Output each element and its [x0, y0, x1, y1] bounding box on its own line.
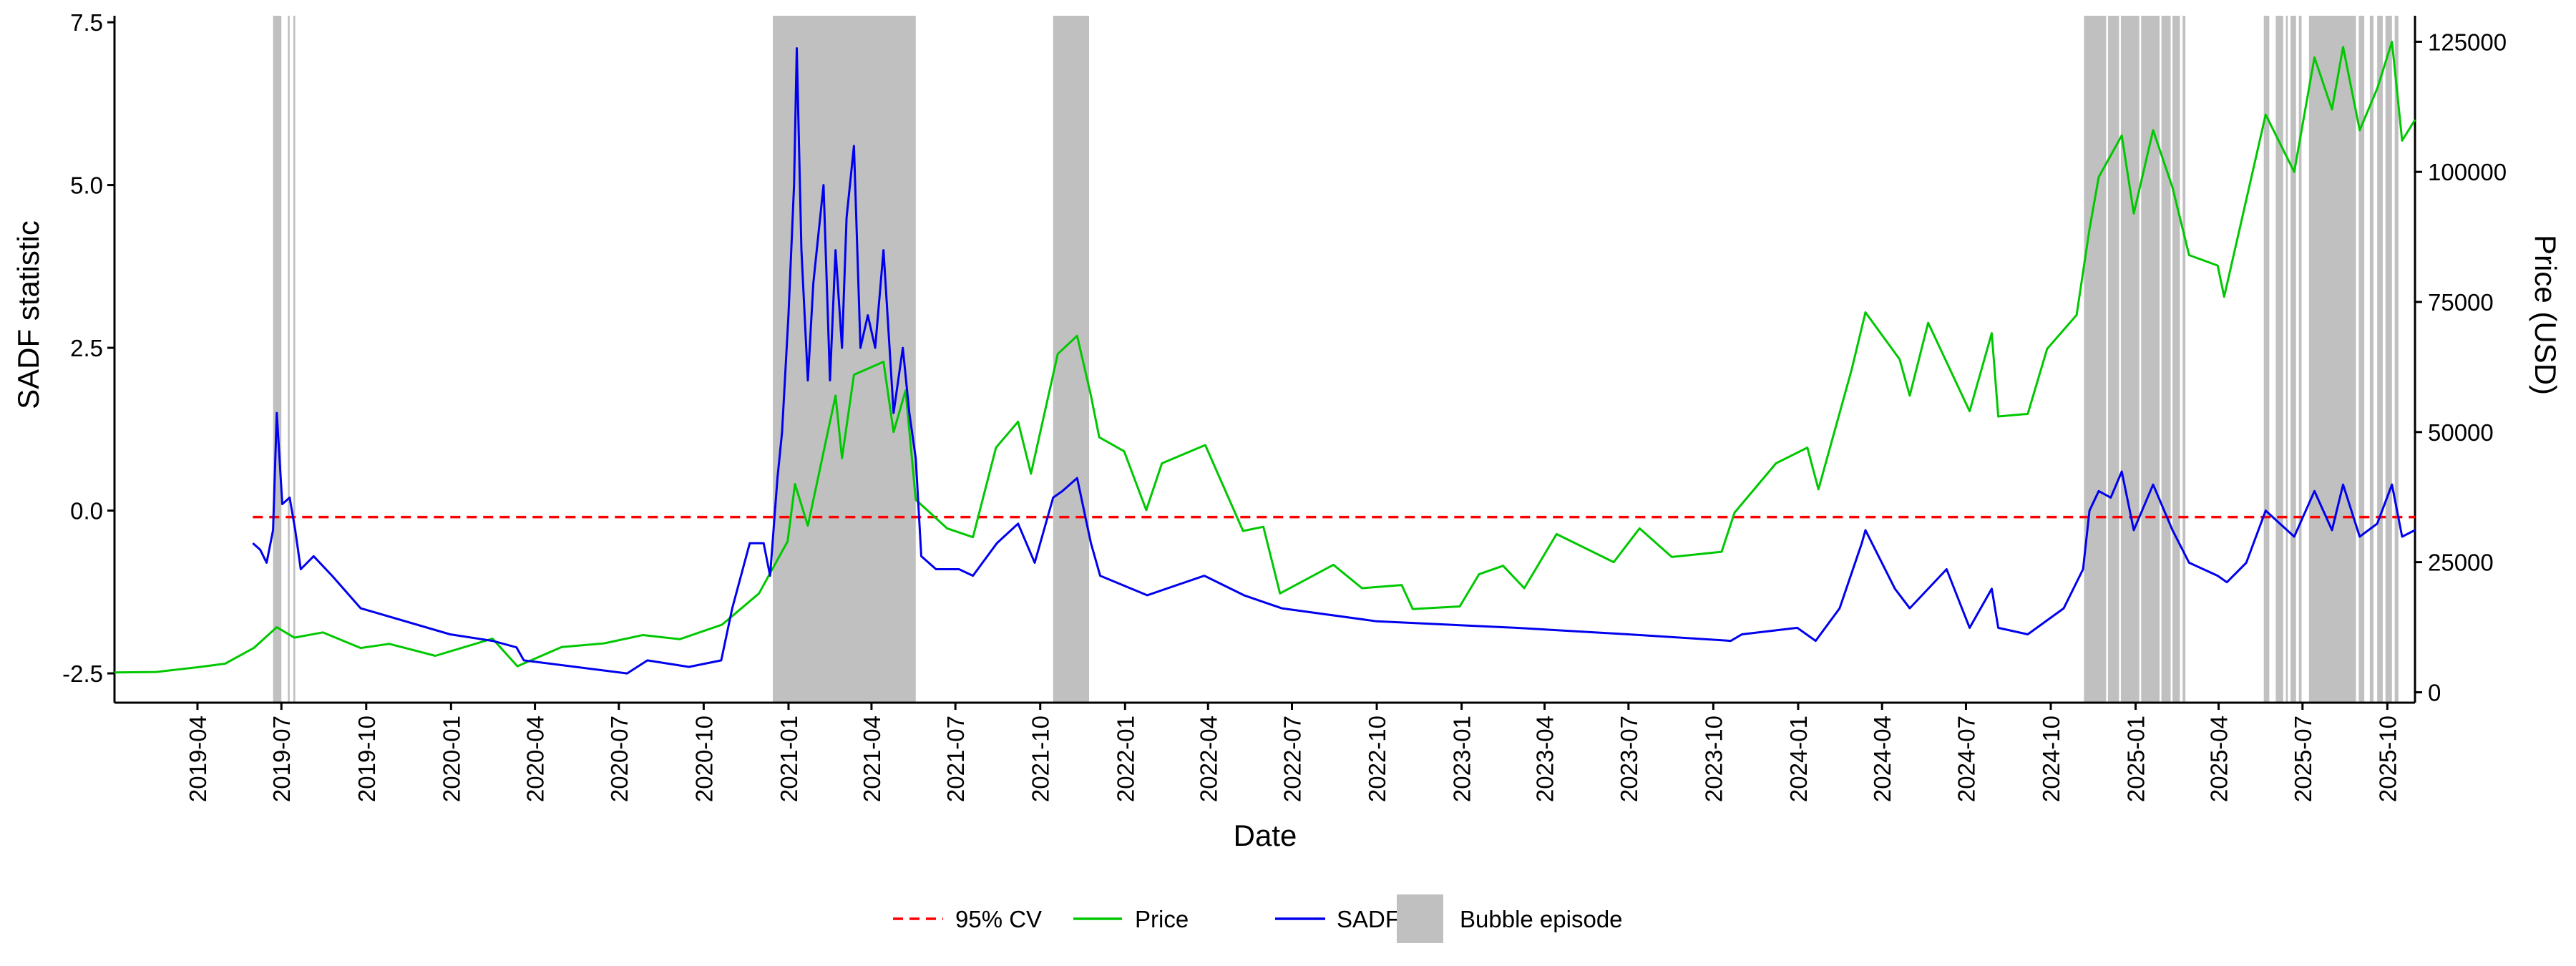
legend-bubble-key — [1397, 894, 1443, 943]
x-tick-label: 2024-04 — [1869, 716, 1896, 802]
x-tick-label: 2021-07 — [942, 716, 969, 802]
legend-label: SADF — [1337, 906, 1400, 932]
bubble-episode-band — [2308, 16, 2356, 703]
bubble-episode-band — [2107, 16, 2119, 703]
x-tick-label: 2022-01 — [1112, 716, 1138, 802]
y-left-tick-label: -2.5 — [62, 660, 103, 687]
bubble-episode-band — [2084, 16, 2107, 703]
x-tick-label: 2022-10 — [1364, 716, 1390, 802]
x-tick-label: 2021-10 — [1028, 716, 1054, 802]
legend-label: Price — [1135, 906, 1189, 932]
bubble-episode-band — [2182, 16, 2186, 703]
bubble-episode-band — [2141, 16, 2160, 703]
y-right-tick-label: 25000 — [2428, 550, 2494, 576]
x-tick-label: 2019-07 — [268, 716, 295, 802]
x-tick-label: 2019-10 — [353, 716, 380, 802]
y-right-tick-label: 125000 — [2428, 29, 2507, 55]
bubble-episode-band — [2358, 16, 2365, 703]
x-axis-label: Date — [1234, 819, 1297, 852]
x-tick-label: 2023-07 — [1616, 716, 1642, 802]
bubble-episode-band — [2290, 16, 2296, 703]
x-tick-label: 2022-07 — [1279, 716, 1306, 802]
bubble-episode-band — [2172, 16, 2180, 703]
bubble-episode-band — [2285, 16, 2288, 703]
y-axis-left-label: SADF statistic — [11, 220, 45, 409]
bubble-episode-band — [2263, 16, 2270, 703]
x-tick-label: 2024-07 — [1953, 716, 1979, 802]
x-tick-label: 2025-01 — [2123, 716, 2150, 802]
y-left-tick-label: 2.5 — [70, 335, 103, 361]
bubble-episode-band — [2385, 16, 2392, 703]
y-axis-right-label: Price (USD) — [2529, 235, 2562, 395]
x-tick-label: 2024-10 — [2038, 716, 2064, 802]
x-tick-label: 2025-07 — [2290, 716, 2316, 802]
sadf-series-line — [252, 47, 2416, 675]
y-right-tick-label: 100000 — [2428, 159, 2507, 185]
x-tick-label: 2022-04 — [1195, 716, 1221, 802]
y-right-tick-label: 50000 — [2428, 419, 2494, 446]
y-left-tick-label: 0.0 — [70, 498, 103, 525]
x-tick-label: 2023-04 — [1532, 716, 1558, 802]
x-tick-label: 2024-01 — [1785, 716, 1812, 802]
bubble-episode-band — [2369, 16, 2374, 703]
x-tick-label: 2020-01 — [438, 716, 464, 802]
bubble-episode-band — [2394, 16, 2399, 703]
bubble-episode-band — [293, 16, 296, 703]
y-right-tick-label: 0 — [2428, 679, 2441, 706]
legend-label: Bubble episode — [1460, 906, 1623, 932]
x-tick-label: 2023-01 — [1449, 716, 1475, 802]
y-right-tick-label: 75000 — [2428, 289, 2494, 316]
legend-label: 95% CV — [955, 906, 1042, 932]
x-tick-label: 2021-04 — [859, 716, 885, 802]
x-tick-label: 2025-10 — [2374, 716, 2401, 802]
x-tick-label: 2020-10 — [691, 716, 717, 802]
y-left-tick-label: 7.5 — [70, 9, 103, 36]
x-tick-label: 2020-04 — [522, 716, 549, 802]
x-tick-label: 2020-07 — [606, 716, 633, 802]
bubble-episode-band — [1053, 16, 1090, 703]
x-tick-label: 2025-04 — [2206, 716, 2233, 802]
legend: 95% CV Price SADF Bubble episode — [893, 894, 1623, 943]
price-series-line — [114, 40, 2416, 674]
bubble-episode-band — [288, 16, 290, 703]
y-left-tick-label: 5.0 — [70, 172, 103, 199]
x-tick-label: 2021-01 — [776, 716, 802, 802]
bubble-episode-band — [2120, 16, 2140, 703]
x-tick-label: 2019-04 — [185, 716, 211, 802]
bubble-episode-band — [273, 16, 282, 703]
bubble-episode-band — [2377, 16, 2383, 703]
series-layer — [114, 40, 2416, 675]
bubble-episode-band — [773, 16, 916, 703]
bubble-episode-band — [2161, 16, 2171, 703]
bubble-episode-band — [2275, 16, 2283, 703]
bubble-episode-band — [2298, 16, 2302, 703]
x-tick-label: 2023-10 — [1700, 716, 1727, 802]
axes: -2.5 0.0 2.5 5.0 7.5 0 25000 50000 75000 100000 12… — [62, 9, 2507, 802]
bubble-episode-bands — [273, 16, 2399, 703]
